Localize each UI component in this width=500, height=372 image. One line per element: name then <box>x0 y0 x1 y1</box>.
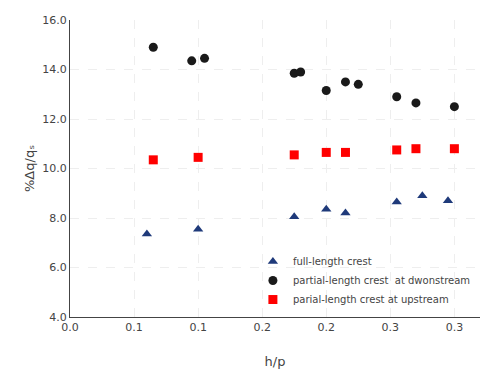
svg-text:8.0: 8.0 <box>49 212 67 225</box>
svg-text:10.0: 10.0 <box>42 162 67 175</box>
svg-text:6.0: 6.0 <box>49 261 67 274</box>
svg-text:16.0: 16.0 <box>42 14 67 27</box>
svg-text:12.0: 12.0 <box>42 113 67 126</box>
svg-text:14.0: 14.0 <box>42 63 67 76</box>
svg-text:4.0: 4.0 <box>49 311 67 324</box>
svg-text:0.2: 0.2 <box>318 321 336 334</box>
svg-text:0.3: 0.3 <box>446 321 464 334</box>
svg-text:%Δq/qₛ: %Δq/qₛ <box>22 145 37 192</box>
svg-text:0.1: 0.1 <box>125 321 143 334</box>
svg-text:0.0: 0.0 <box>61 321 79 334</box>
svg-text:h/p: h/p <box>265 354 286 369</box>
svg-text:0.1: 0.1 <box>189 321 207 334</box>
svg-text:full-length crest: full-length crest <box>293 256 372 267</box>
svg-text:partial-length crest at dwons: partial-length crest at dwonstream <box>293 275 470 286</box>
svg-text:0.3: 0.3 <box>382 321 400 334</box>
svg-text:0.2: 0.2 <box>253 321 271 334</box>
svg-text:parial-length crest at upstrea: parial-length crest at upstream <box>293 294 449 305</box>
